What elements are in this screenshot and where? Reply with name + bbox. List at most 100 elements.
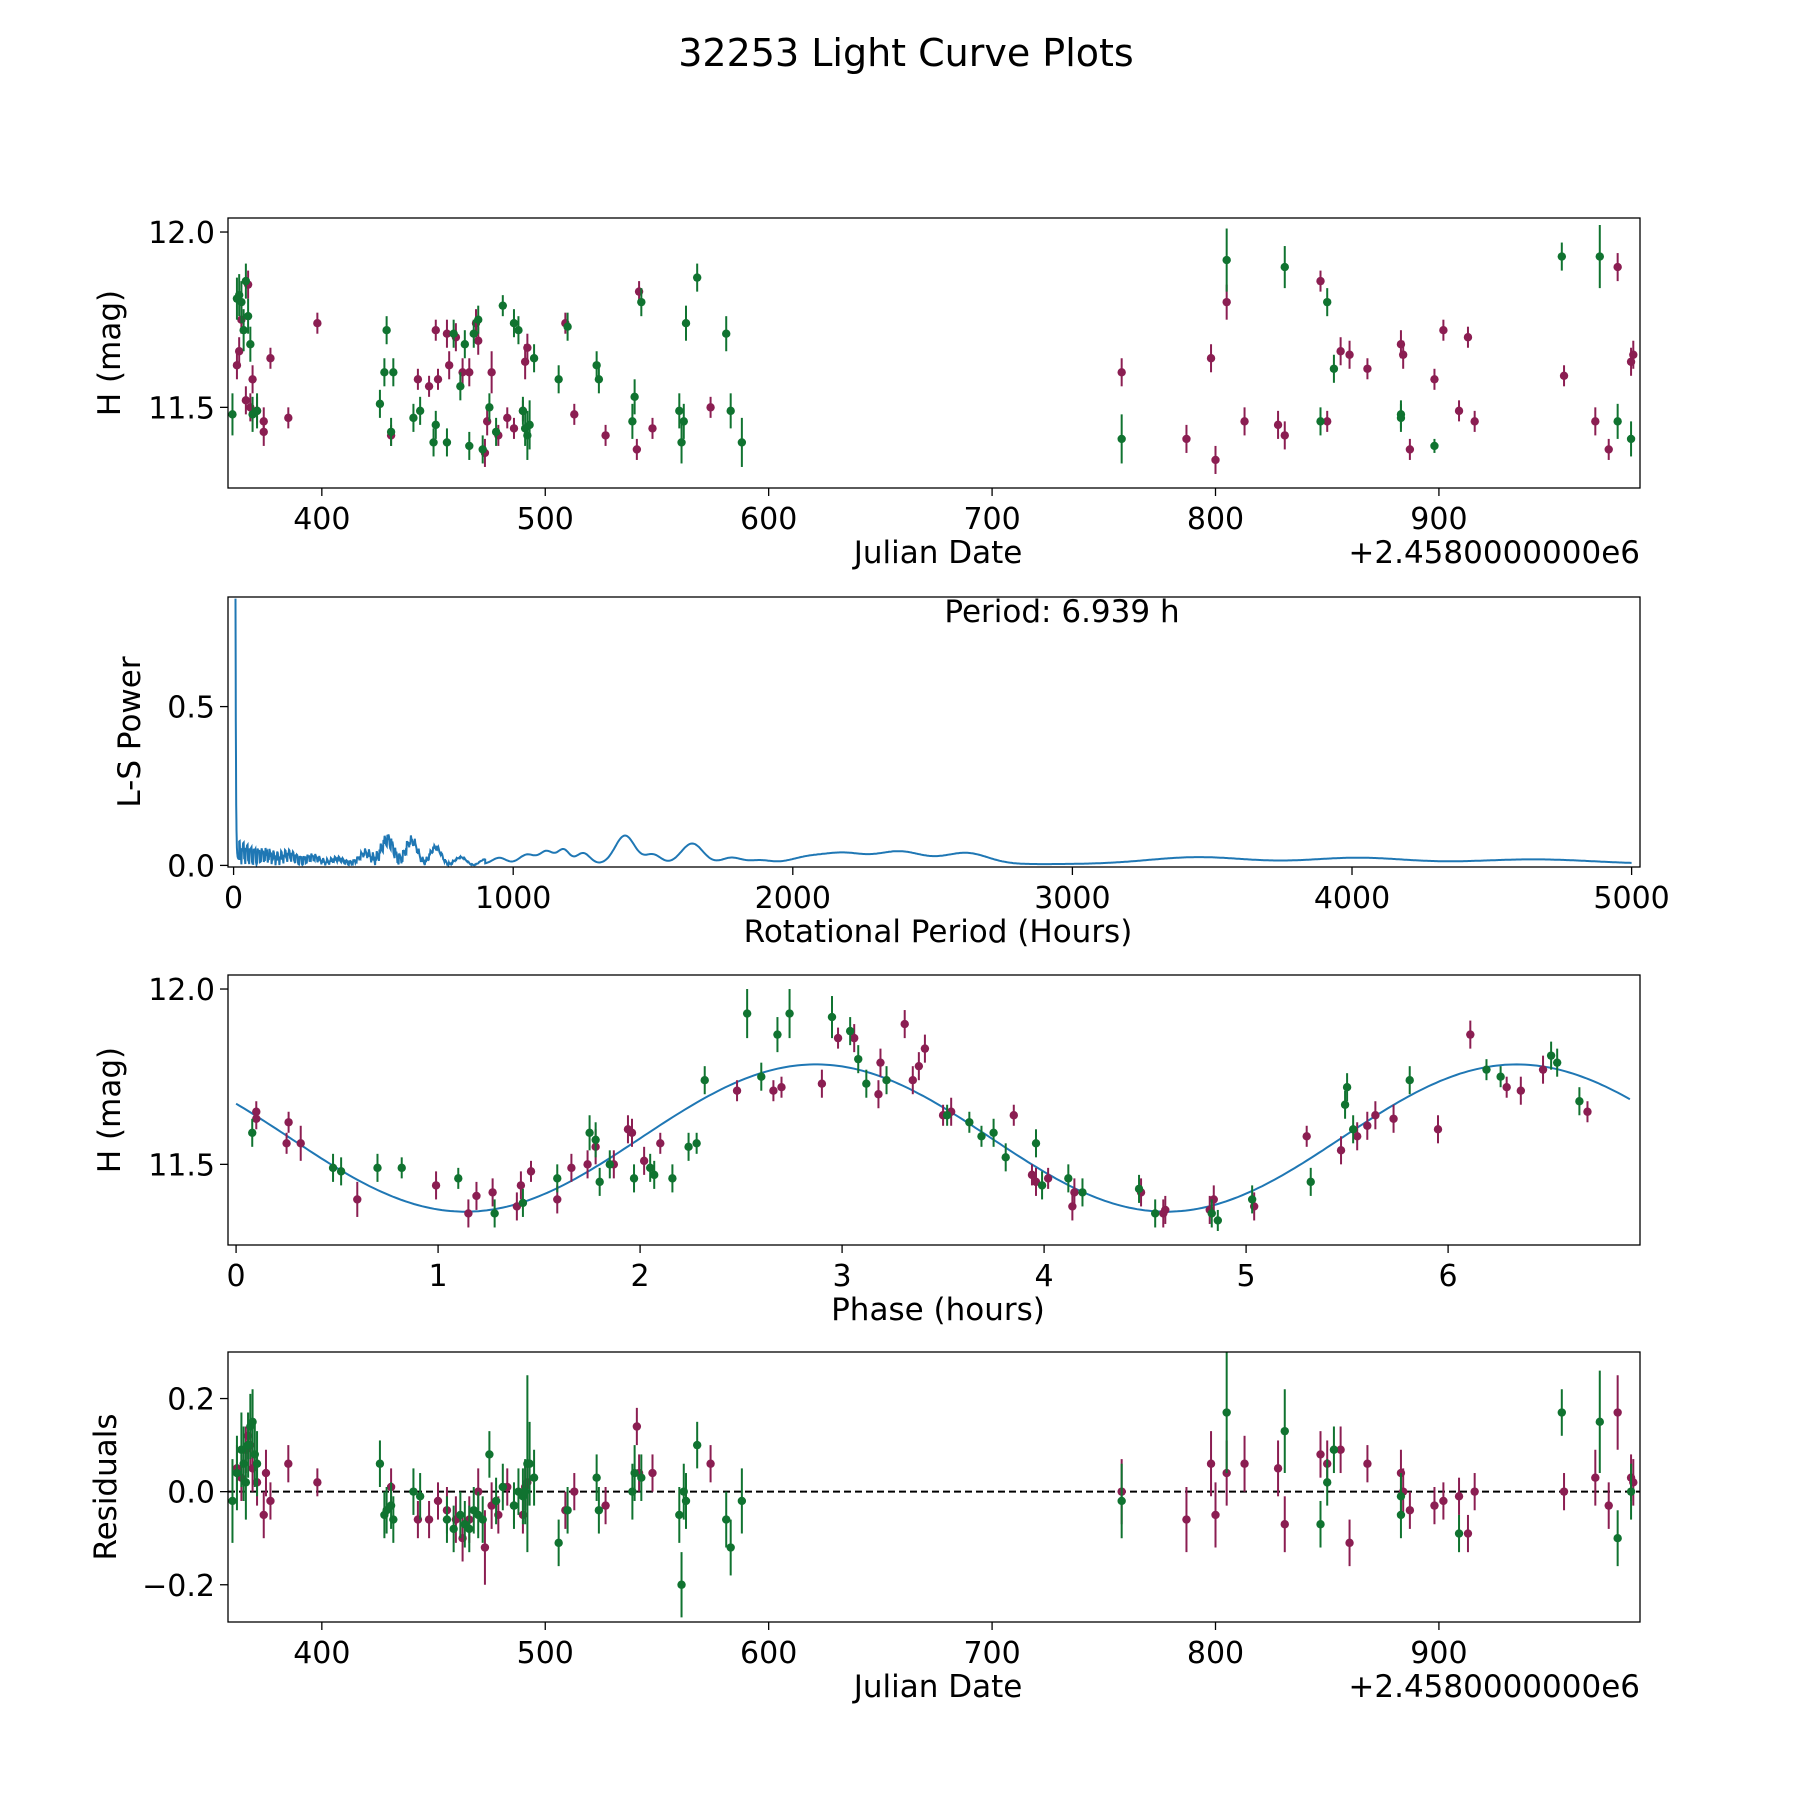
plot-frame xyxy=(227,596,1641,868)
data-point xyxy=(1583,1107,1592,1116)
x-offset-label: +2.4580000000e6 xyxy=(1348,535,1640,571)
data-point xyxy=(1207,1209,1216,1218)
panel-time-series: 400 500 600 700 800 900 11.5 12.0 Julian Date H (… xyxy=(92,216,1641,571)
data-point xyxy=(675,406,684,416)
data-point xyxy=(965,1118,974,1127)
data-point xyxy=(1433,1125,1443,1134)
periodogram-series xyxy=(234,598,1632,867)
data-point xyxy=(1222,1408,1231,1417)
data-point xyxy=(1363,1459,1372,1468)
x-tick-label: 500 xyxy=(517,502,574,537)
data-point xyxy=(518,1198,528,1208)
data-point xyxy=(785,1009,794,1018)
data-point xyxy=(737,1496,747,1506)
data-point xyxy=(239,326,248,335)
data-point xyxy=(553,1174,562,1183)
data-point xyxy=(1595,252,1604,261)
data-point xyxy=(1031,1177,1041,1187)
data-point xyxy=(1336,1146,1346,1155)
x-axis-label: Phase (hours) xyxy=(831,1292,1045,1328)
figure-title: 32253 Light Curve Plots xyxy=(678,31,1133,75)
data-point xyxy=(737,438,747,447)
data-point xyxy=(498,301,508,310)
data-point xyxy=(874,1090,883,1099)
x-tick-label: 4000 xyxy=(1314,881,1390,916)
data-point xyxy=(1363,364,1372,373)
data-point xyxy=(1222,255,1231,265)
data-point xyxy=(1463,1529,1473,1538)
data-point xyxy=(1626,1487,1636,1496)
data-point xyxy=(1613,262,1622,272)
data-point xyxy=(1371,1111,1380,1120)
data-point xyxy=(509,424,519,433)
data-point xyxy=(454,1174,463,1183)
x-tick-label: 700 xyxy=(963,502,1020,537)
data-point xyxy=(488,1188,497,1197)
data-point xyxy=(465,1524,474,1534)
data-point xyxy=(570,1487,579,1496)
data-point xyxy=(628,417,637,426)
data-point xyxy=(1454,1492,1464,1501)
y-tick-label: 11.5 xyxy=(148,1148,215,1183)
x-tick-label: 700 xyxy=(963,1636,1020,1671)
data-point xyxy=(1280,431,1289,440)
data-point xyxy=(1206,354,1216,363)
data-point xyxy=(490,1209,499,1218)
x-tick-label: 500 xyxy=(517,1636,574,1671)
data-point xyxy=(1280,1520,1289,1529)
y-axis-label: H (mag) xyxy=(92,1047,128,1173)
data-point xyxy=(1482,1065,1491,1074)
data-point xyxy=(431,420,440,430)
data-point xyxy=(1398,350,1408,359)
data-point xyxy=(442,329,452,338)
data-point xyxy=(509,1501,519,1510)
data-point xyxy=(512,1202,522,1211)
data-point xyxy=(480,1543,490,1552)
data-point xyxy=(1329,1445,1339,1454)
data-point xyxy=(336,1167,346,1176)
data-point xyxy=(563,1506,572,1515)
data-point xyxy=(1496,1072,1505,1081)
x-tick-label: 1 xyxy=(429,1259,448,1294)
data-point xyxy=(1316,417,1325,426)
x-tick-label: 3 xyxy=(833,1259,852,1294)
data-point xyxy=(1405,1506,1415,1515)
data-point xyxy=(1516,1086,1526,1095)
data-point xyxy=(248,1128,257,1137)
data-point xyxy=(594,375,604,384)
data-point xyxy=(554,375,563,384)
data-point xyxy=(485,1450,494,1459)
plot-frame xyxy=(227,974,1641,1246)
data-point xyxy=(722,329,731,338)
data-point xyxy=(639,1156,649,1166)
x-tick-label: 600 xyxy=(740,502,797,537)
data-point xyxy=(1211,1510,1220,1520)
data-point xyxy=(1552,1058,1562,1067)
x-tick-label: 800 xyxy=(1187,502,1244,537)
x-tick-label: 2 xyxy=(631,1259,650,1294)
data-point xyxy=(817,1079,827,1088)
data-point xyxy=(232,1468,242,1478)
data-point xyxy=(1316,1450,1325,1459)
series-maroon xyxy=(252,1010,1592,1228)
data-point xyxy=(989,1128,998,1137)
data-point xyxy=(1273,420,1283,430)
data-point xyxy=(523,343,532,352)
data-point xyxy=(460,340,470,349)
data-point xyxy=(677,438,686,447)
data-point xyxy=(409,1487,418,1496)
data-point xyxy=(769,1086,778,1095)
data-point xyxy=(1575,1097,1584,1106)
x-tick-label: 4 xyxy=(1035,1259,1054,1294)
data-point xyxy=(742,1009,752,1018)
x-tick-label: 900 xyxy=(1410,502,1467,537)
y-tick-label: 12.0 xyxy=(148,973,215,1008)
data-point xyxy=(1150,1209,1160,1218)
data-point xyxy=(1466,1030,1475,1039)
data-point xyxy=(630,392,639,402)
data-point xyxy=(583,1160,592,1169)
data-point xyxy=(1454,1529,1464,1538)
data-point xyxy=(1405,445,1415,454)
data-point xyxy=(1316,276,1325,286)
x-tick-label: 800 xyxy=(1187,1636,1244,1671)
